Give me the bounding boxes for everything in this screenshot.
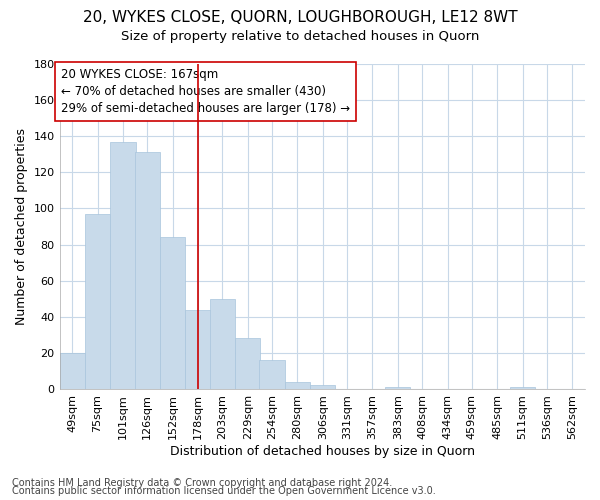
Bar	[385, 387, 410, 389]
Text: 20 WYKES CLOSE: 167sqm
← 70% of detached houses are smaller (430)
29% of semi-de: 20 WYKES CLOSE: 167sqm ← 70% of detached…	[61, 68, 350, 114]
Bar	[134, 152, 160, 389]
Text: Contains HM Land Registry data © Crown copyright and database right 2024.: Contains HM Land Registry data © Crown c…	[12, 478, 392, 488]
Bar	[510, 387, 535, 389]
X-axis label: Distribution of detached houses by size in Quorn: Distribution of detached houses by size …	[170, 444, 475, 458]
Bar	[160, 238, 185, 389]
Bar	[85, 214, 110, 389]
Bar	[185, 310, 211, 389]
Y-axis label: Number of detached properties: Number of detached properties	[15, 128, 28, 325]
Bar	[209, 298, 235, 389]
Bar	[310, 386, 335, 389]
Bar	[235, 338, 260, 389]
Text: Size of property relative to detached houses in Quorn: Size of property relative to detached ho…	[121, 30, 479, 43]
Text: 20, WYKES CLOSE, QUORN, LOUGHBOROUGH, LE12 8WT: 20, WYKES CLOSE, QUORN, LOUGHBOROUGH, LE…	[83, 10, 517, 25]
Bar	[110, 142, 136, 389]
Bar	[59, 353, 85, 389]
Bar	[259, 360, 285, 389]
Text: Contains public sector information licensed under the Open Government Licence v3: Contains public sector information licen…	[12, 486, 436, 496]
Bar	[285, 382, 310, 389]
